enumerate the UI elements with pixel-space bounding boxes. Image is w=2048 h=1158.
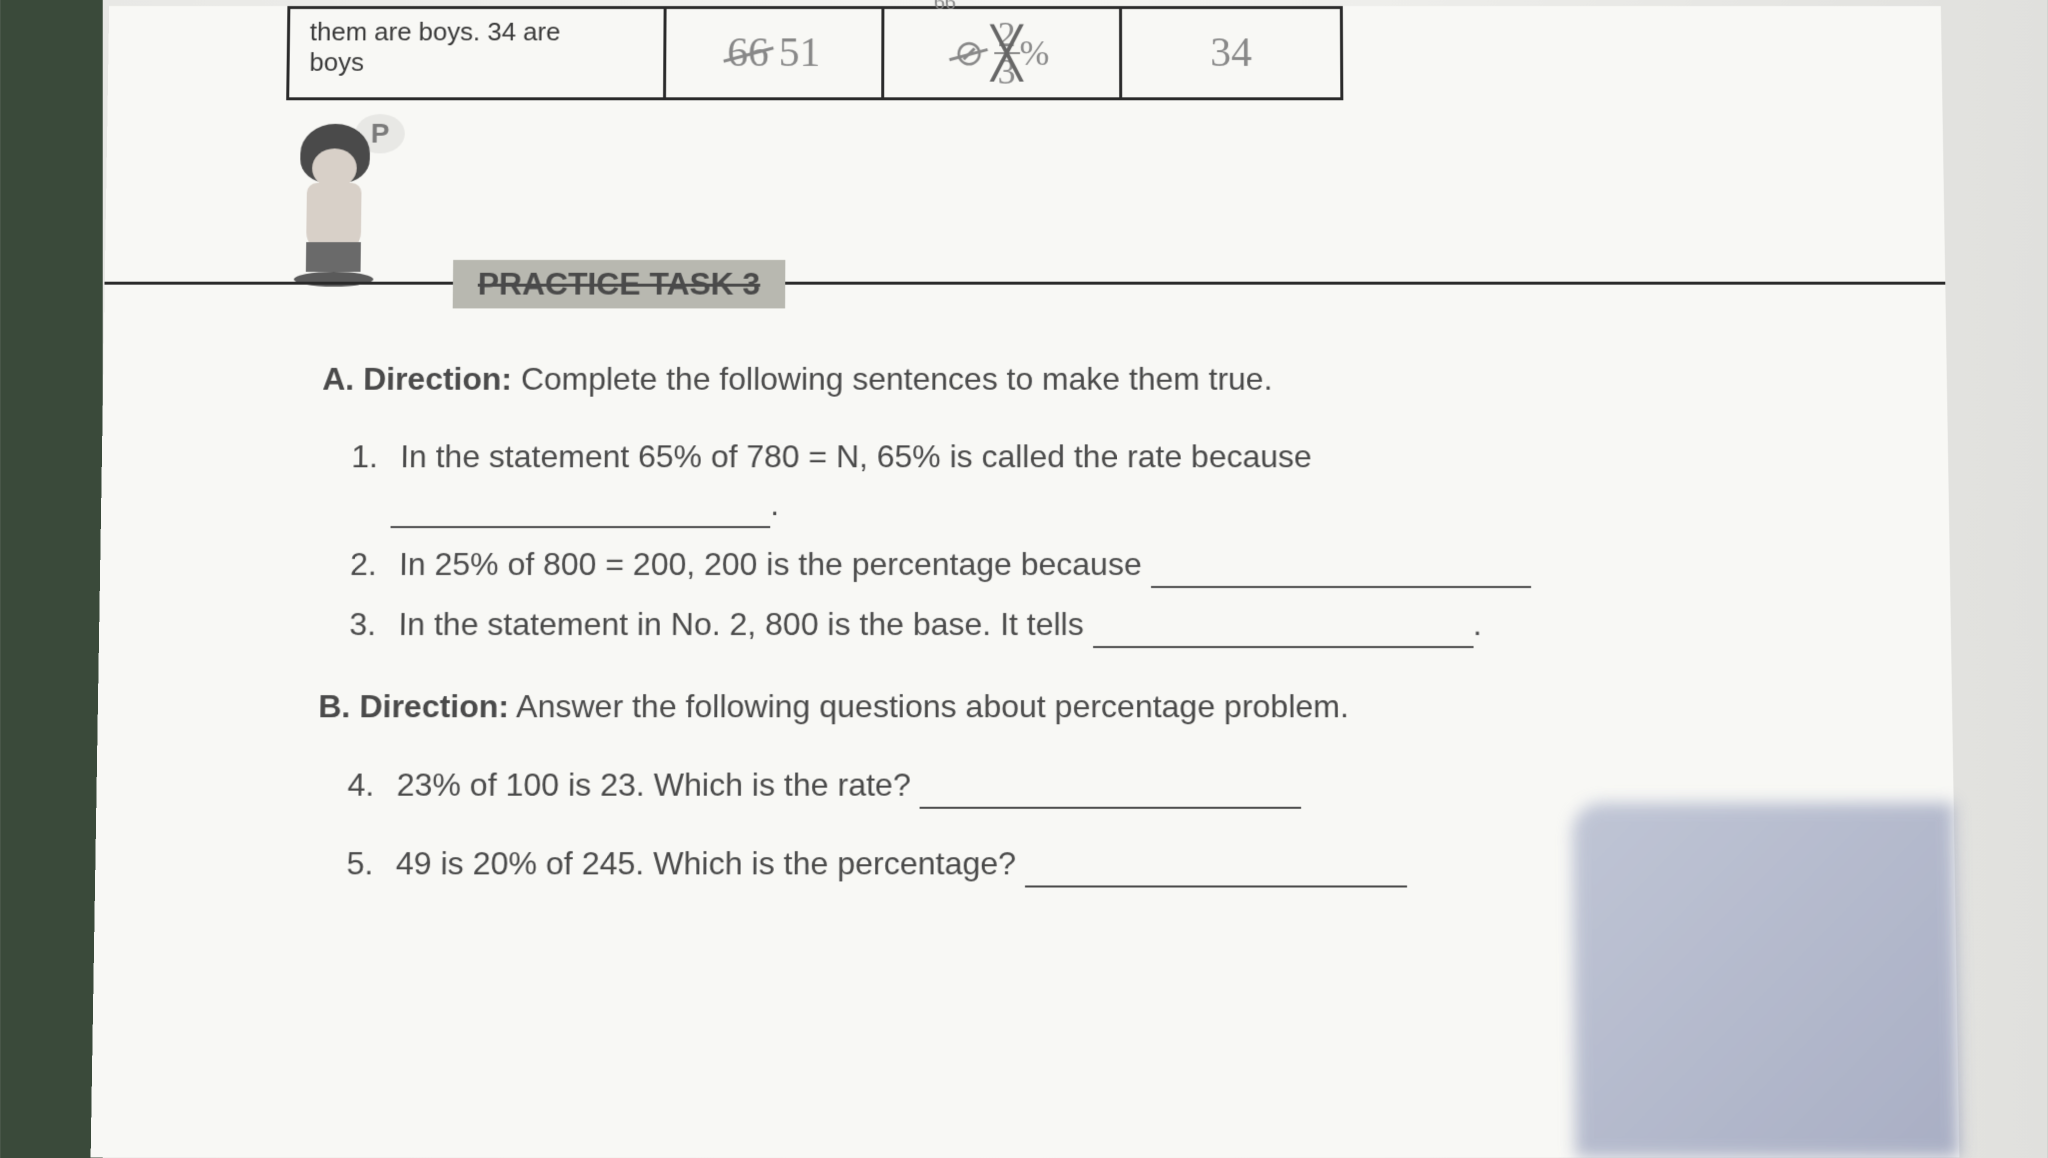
section-a-direction: A. Direction: Complete the following sen… (322, 361, 1817, 398)
question-1: 1. In the statement 65% of 780 = N, 65% … (321, 432, 1820, 528)
percent-sign: % (1020, 33, 1050, 74)
section-a-label: A. Direction: (322, 361, 512, 397)
table-cell-answer-3: 34 (1122, 9, 1340, 97)
q1-number: 1. (351, 432, 391, 480)
q3-blank (1093, 620, 1474, 648)
section-a-text: Complete the following sentences to make… (521, 361, 1273, 397)
table-cell-answer-2: 66 ⊘ 2 3 ╳ % (884, 9, 1122, 97)
q4-text: 23% of 100 is 23. Which is the rate? (396, 767, 919, 803)
crossed-value: 66 (727, 30, 769, 77)
q2-text: In 25% of 800 = 200, 200 is the percenta… (399, 546, 1151, 582)
q5-blank (1025, 859, 1407, 887)
small-number: 66 (934, 0, 956, 15)
q5-number: 5. (346, 839, 387, 887)
q2-blank (1151, 560, 1531, 588)
question-2: 2. In 25% of 800 = 200, 200 is the perce… (320, 540, 1820, 588)
cell-text-1: them are boys. 34 are (310, 17, 561, 47)
section-divider (105, 282, 1946, 285)
section-b-direction: B. Direction: Answer the following quest… (318, 688, 1822, 725)
cell-text-2: boys (309, 47, 364, 77)
table-cell-answer-1: 66 51 (666, 9, 884, 97)
thought-text: P (371, 118, 390, 149)
answer-table: them are boys. 34 are boys 66 51 66 ⊘ 2 … (286, 6, 1343, 100)
q2-number: 2. (350, 540, 391, 588)
crossed-circle: ⊘ (954, 33, 984, 74)
question-3: 3. In the statement in No. 2, 800 is the… (319, 600, 1821, 648)
blue-object-corner (1572, 803, 1959, 1158)
question-4: 4. 23% of 100 is 23. Which is the rate? (317, 760, 1823, 808)
worksheet-paper: them are boys. 34 are boys 66 51 66 ⊘ 2 … (91, 6, 1960, 1157)
section-b-label: B. Direction: (318, 688, 509, 724)
q4-blank (920, 781, 1302, 809)
practice-task-header: PRACTICE TASK 3 (453, 260, 786, 308)
table-cell-question: them are boys. 34 are boys (289, 9, 666, 97)
q1-blank (391, 500, 771, 528)
section-b-text: Answer the following questions about per… (516, 688, 1349, 724)
character-pants (306, 242, 361, 272)
handwritten-value-1: 51 (779, 30, 821, 77)
cartoon-character: P (284, 124, 405, 302)
handwritten-value-3: 34 (1210, 30, 1252, 77)
strike-mark: ╳ (992, 29, 1022, 78)
q3-text: In the statement in No. 2, 800 is the ba… (398, 606, 1093, 642)
q5-text: 49 is 20% of 245. Which is the percentag… (396, 845, 1025, 881)
q1-text: In the statement 65% of 780 = N, 65% is … (400, 438, 1312, 474)
fraction: 2 3 ╳ (994, 17, 1020, 90)
q3-number: 3. (349, 600, 390, 648)
q4-number: 4. (347, 760, 388, 808)
q1-blank-wrapper: . (351, 486, 780, 522)
